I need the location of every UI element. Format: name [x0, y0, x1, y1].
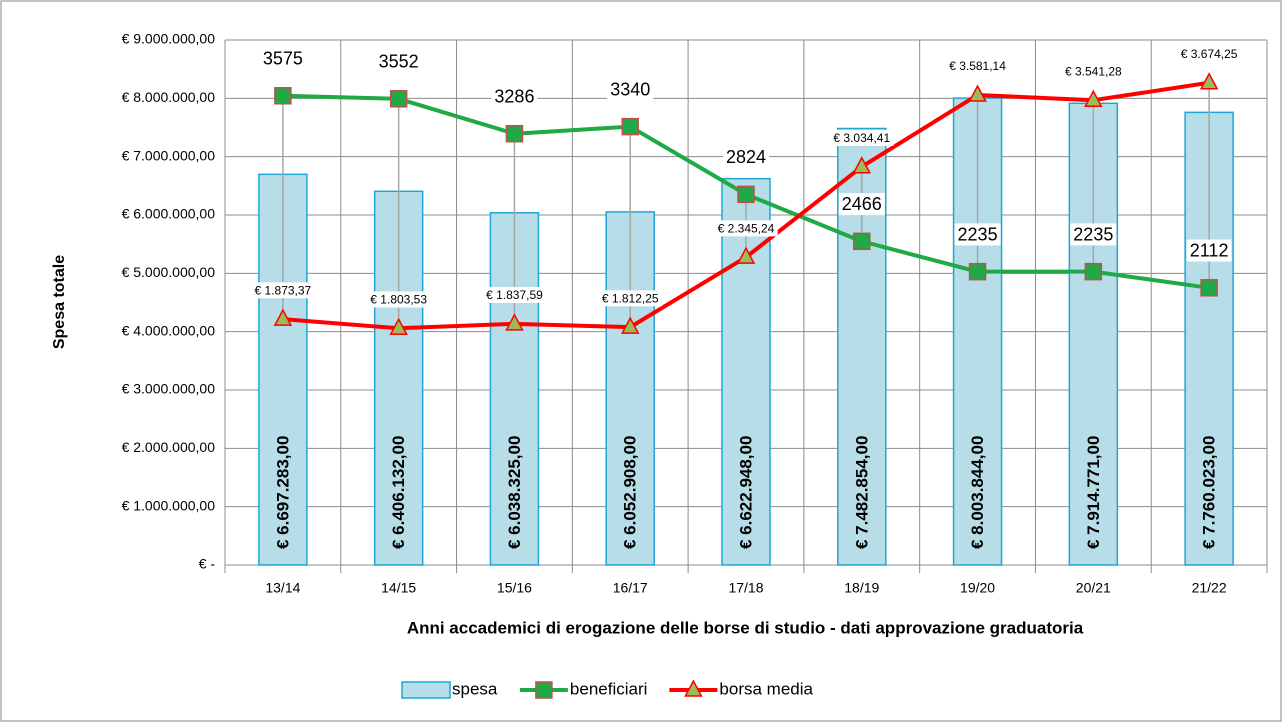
- data-label: 2235: [958, 224, 998, 244]
- y-tick-label: € 7.000.000,00: [122, 147, 216, 163]
- data-label: € 1.812,25: [602, 291, 659, 305]
- data-label: 3340: [610, 79, 650, 99]
- data-label-bg: [946, 58, 1010, 75]
- legend-label: borsa media: [719, 679, 813, 698]
- marker: [1199, 72, 1219, 90]
- y-tick-label: € 8.000.000,00: [122, 89, 216, 105]
- legend-swatch: [401, 681, 451, 699]
- x-tick-label: 18/19: [844, 580, 879, 596]
- data-label-bg: [598, 290, 662, 307]
- data-label-bg: [251, 282, 315, 299]
- legend-marker: [535, 681, 553, 699]
- y-tick-label: € 1.000.000,00: [122, 497, 216, 513]
- x-tick-label: 20/21: [1076, 580, 1111, 596]
- marker: [273, 308, 293, 326]
- data-label-bg: [1177, 45, 1241, 62]
- marker: [736, 246, 756, 264]
- y-tick-label: € -: [199, 556, 216, 572]
- data-label-bg: [607, 78, 654, 101]
- legend-marker: [684, 679, 703, 697]
- marker: [1200, 279, 1218, 297]
- bar-label: € 8.003.844,00: [968, 436, 987, 549]
- marker: [968, 84, 987, 102]
- marker: [1084, 89, 1103, 107]
- data-label-bg: [954, 223, 1001, 246]
- x-tick-label: 14/15: [381, 580, 416, 596]
- bar-label: € 6.622.948,00: [736, 436, 755, 549]
- marker: [505, 124, 524, 143]
- marker: [620, 316, 640, 334]
- data-label-bg: [1186, 239, 1232, 262]
- marker: [274, 87, 292, 105]
- marker: [621, 117, 639, 136]
- data-label: € 1.873,37: [255, 283, 312, 297]
- bar-label: € 7.760.023,00: [1200, 436, 1219, 549]
- data-label-bg: [259, 47, 306, 70]
- bar-label: € 7.914.771,00: [1084, 436, 1103, 549]
- x-tick-label: 15/16: [497, 580, 532, 596]
- data-label: 3575: [263, 49, 303, 69]
- data-label: € 3.581,14: [949, 59, 1006, 73]
- data-label: € 1.837,59: [486, 288, 543, 302]
- data-label: 3552: [379, 52, 419, 72]
- bar-label: € 6.052.908,00: [621, 436, 640, 549]
- data-label-bg: [483, 286, 547, 303]
- y-tick-label: € 6.000.000,00: [122, 206, 216, 222]
- data-label: € 3.034,41: [833, 131, 890, 145]
- x-tick-label: 13/14: [265, 580, 300, 596]
- x-tick-label: 21/22: [1192, 580, 1227, 596]
- data-label-bg: [838, 193, 885, 216]
- x-tick-label: 16/17: [613, 580, 648, 596]
- data-label-bg: [714, 220, 778, 237]
- data-label-bg: [375, 50, 422, 73]
- data-label-bg: [1070, 223, 1117, 246]
- bar-label: € 6.406.132,00: [389, 436, 408, 549]
- data-label: 2466: [842, 194, 882, 214]
- data-label: 2824: [726, 147, 766, 167]
- data-label-bg: [830, 129, 894, 146]
- data-label: € 1.803,53: [370, 292, 427, 306]
- y-axis-label: Spesa totale: [51, 255, 68, 349]
- bar-label: € 6.697.283,00: [273, 436, 292, 549]
- data-label-bg: [1061, 63, 1126, 80]
- bar: [1068, 102, 1119, 566]
- x-axis-label: Anni accademici di erogazione delle bors…: [407, 618, 1084, 637]
- marker: [505, 313, 524, 331]
- y-tick-label: € 4.000.000,00: [122, 322, 216, 338]
- marker: [853, 232, 871, 251]
- y-tick-label: € 2.000.000,00: [122, 439, 216, 455]
- marker: [737, 185, 755, 204]
- data-label: € 2.345,24: [718, 221, 775, 235]
- marker: [852, 156, 872, 174]
- marker: [968, 262, 987, 281]
- data-label-bg: [491, 85, 538, 108]
- data-label: 2235: [1073, 224, 1113, 244]
- marker: [389, 90, 408, 108]
- bar-label: € 6.038.325,00: [505, 436, 524, 549]
- bar-label: € 7.482.854,00: [852, 436, 871, 549]
- data-label: 3286: [494, 86, 534, 106]
- y-tick-label: € 9.000.000,00: [122, 31, 216, 47]
- x-tick-label: 19/20: [960, 580, 995, 596]
- marker: [389, 317, 408, 336]
- data-label-bg: [722, 146, 770, 169]
- data-label: € 3.541,28: [1065, 64, 1122, 78]
- legend-label: beneficiari: [570, 679, 648, 698]
- y-tick-label: € 3.000.000,00: [122, 381, 216, 397]
- x-tick-label: 17/18: [728, 580, 763, 596]
- y-tick-label: € 5.000.000,00: [122, 264, 216, 280]
- marker: [1084, 262, 1103, 281]
- data-label: € 3.674,25: [1181, 47, 1238, 61]
- data-label: 2112: [1190, 241, 1229, 261]
- legend-label: spesa: [452, 679, 498, 698]
- data-label-bg: [367, 291, 431, 308]
